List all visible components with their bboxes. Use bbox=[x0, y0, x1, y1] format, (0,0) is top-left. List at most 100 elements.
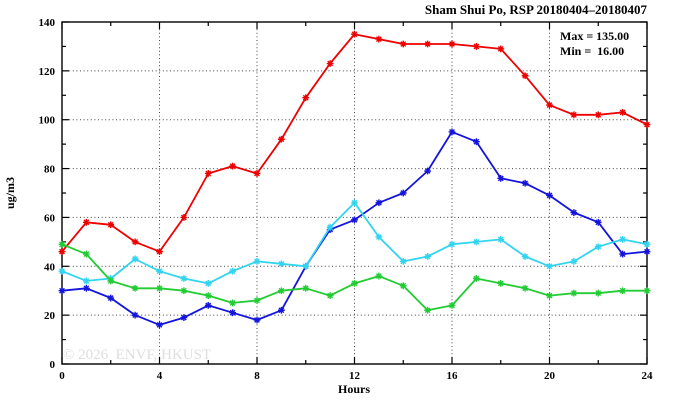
data-point-marker bbox=[497, 236, 505, 243]
data-point-marker bbox=[424, 40, 432, 48]
data-point-marker bbox=[180, 275, 188, 282]
data-point-marker bbox=[82, 250, 90, 258]
data-point-marker bbox=[399, 258, 407, 265]
series-line bbox=[61, 243, 647, 312]
data-point-marker bbox=[351, 279, 358, 287]
data-point-marker bbox=[399, 282, 407, 290]
data-point-marker bbox=[375, 35, 383, 43]
data-point-marker bbox=[58, 267, 66, 275]
data-point-marker bbox=[180, 214, 188, 221]
data-point-marker bbox=[131, 311, 139, 319]
data-point-marker bbox=[448, 301, 456, 309]
data-point-marker bbox=[277, 260, 285, 268]
data-point-marker bbox=[156, 248, 163, 256]
data-point-marker bbox=[570, 209, 578, 216]
data-point-marker bbox=[229, 267, 237, 275]
data-point-marker bbox=[424, 167, 432, 175]
data-point-marker bbox=[229, 162, 237, 170]
data-point-marker bbox=[619, 250, 627, 258]
data-point-marker bbox=[594, 218, 602, 226]
data-point-marker bbox=[472, 275, 480, 282]
watermark: © 2026 ENVF, HKUST bbox=[63, 347, 211, 363]
x-tick-label: 12 bbox=[349, 370, 361, 382]
y-tick-label: 120 bbox=[39, 66, 56, 78]
series-blue-series bbox=[58, 128, 651, 329]
data-point-marker bbox=[82, 284, 90, 292]
data-point-marker bbox=[82, 277, 90, 285]
data-point-marker bbox=[570, 289, 578, 297]
data-point-marker bbox=[277, 135, 285, 143]
data-point-marker bbox=[546, 262, 553, 270]
data-point-marker bbox=[180, 314, 188, 321]
x-tick-label: 4 bbox=[157, 370, 163, 382]
data-point-marker bbox=[351, 216, 358, 224]
data-point-marker bbox=[107, 221, 115, 229]
data-point-marker bbox=[521, 253, 529, 260]
data-point-marker bbox=[521, 72, 529, 80]
data-point-marker bbox=[497, 45, 505, 53]
data-point-marker bbox=[58, 240, 66, 248]
data-point-marker bbox=[619, 287, 627, 295]
data-point-marker bbox=[351, 30, 358, 38]
x-tick-label: 0 bbox=[59, 370, 65, 382]
data-point-marker bbox=[546, 192, 553, 199]
x-tick-label: 16 bbox=[447, 370, 459, 382]
data-point-marker bbox=[643, 121, 651, 128]
data-point-marker bbox=[472, 238, 480, 246]
data-point-marker bbox=[326, 292, 334, 299]
series-green-series bbox=[58, 240, 651, 314]
y-axis-title: ug/m3 bbox=[3, 177, 17, 209]
data-point-marker bbox=[546, 101, 553, 109]
data-point-marker bbox=[131, 255, 139, 263]
data-point-marker bbox=[302, 94, 310, 102]
data-point-marker bbox=[375, 199, 383, 207]
x-tick-label: 20 bbox=[544, 370, 556, 382]
tick-labels: 0 20 40 60 80 100 120 140 0 4 8 12 16 20 24 bbox=[39, 17, 654, 382]
data-point-marker bbox=[375, 233, 383, 241]
data-point-marker bbox=[570, 111, 578, 119]
data-point-marker bbox=[521, 284, 529, 292]
data-point-marker bbox=[156, 267, 163, 275]
x-axis-title: Hours bbox=[338, 382, 370, 396]
data-series bbox=[58, 30, 651, 329]
data-point-marker bbox=[277, 306, 285, 314]
data-point-marker bbox=[253, 170, 261, 177]
data-point-marker bbox=[326, 60, 334, 67]
gridlines bbox=[62, 22, 647, 364]
data-point-marker bbox=[82, 218, 90, 226]
data-point-marker bbox=[594, 111, 602, 119]
data-point-marker bbox=[448, 240, 456, 248]
data-point-marker bbox=[229, 309, 237, 317]
data-point-marker bbox=[594, 243, 602, 251]
data-point-marker bbox=[107, 277, 115, 285]
x-tick-label: 24 bbox=[642, 370, 654, 382]
data-point-marker bbox=[131, 284, 139, 292]
min-value-label: Min = 16.00 bbox=[560, 44, 624, 58]
data-point-marker bbox=[156, 321, 163, 329]
data-point-marker bbox=[204, 279, 212, 287]
data-point-marker bbox=[643, 248, 651, 256]
data-point-marker bbox=[131, 238, 139, 246]
series-cyan-series bbox=[58, 199, 651, 287]
data-point-marker bbox=[204, 170, 212, 177]
chart-title: Sham Shui Po, RSP 20180404–20180407 bbox=[425, 2, 648, 17]
data-point-marker bbox=[277, 287, 285, 295]
y-tick-label: 0 bbox=[50, 359, 56, 371]
data-point-marker bbox=[375, 272, 383, 280]
data-point-marker bbox=[253, 316, 261, 324]
data-point-marker bbox=[472, 43, 480, 50]
data-point-marker bbox=[424, 306, 432, 314]
data-point-marker bbox=[424, 253, 432, 260]
axis-ticks bbox=[61, 21, 648, 365]
data-point-marker bbox=[619, 108, 627, 116]
data-point-marker bbox=[253, 297, 261, 304]
data-point-marker bbox=[180, 287, 188, 295]
data-point-marker bbox=[229, 299, 237, 307]
data-point-marker bbox=[594, 289, 602, 297]
y-tick-label: 140 bbox=[39, 17, 56, 29]
data-point-marker bbox=[204, 292, 212, 299]
data-point-marker bbox=[546, 292, 553, 299]
data-point-marker bbox=[58, 248, 66, 256]
series-red-series bbox=[58, 30, 651, 256]
